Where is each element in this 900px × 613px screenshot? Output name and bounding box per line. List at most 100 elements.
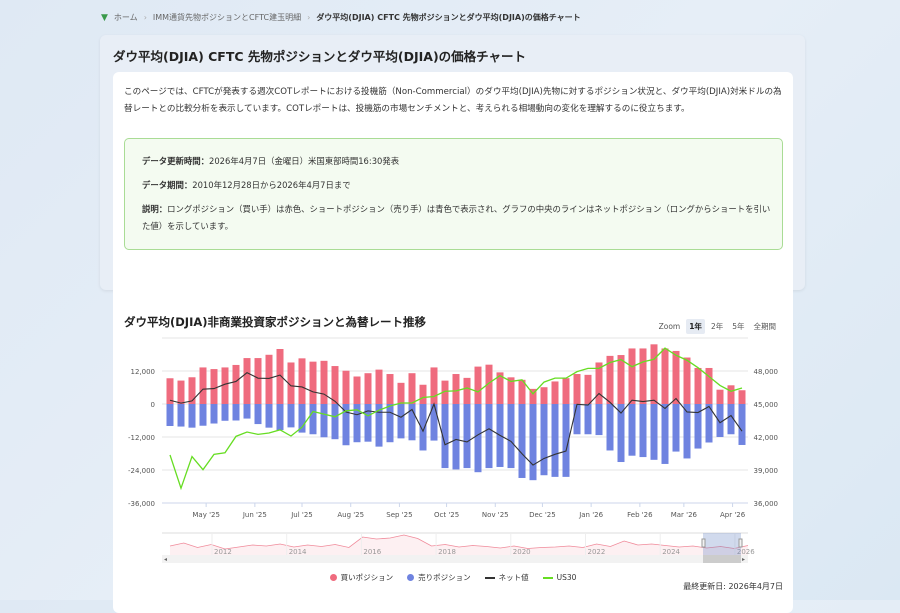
- zoom-2y-button[interactable]: 2年: [710, 322, 724, 331]
- short-bar: [617, 404, 625, 463]
- long-bar: [606, 355, 614, 404]
- short-bar: [716, 404, 724, 437]
- short-bar: [551, 404, 559, 477]
- description-row: 説明：ロングポジション（買い手）は赤色、ショートポジション（売り手）は青色で表示…: [142, 201, 772, 235]
- short-bar: [221, 404, 229, 421]
- long-bar: [694, 367, 702, 404]
- long-bar: [430, 367, 438, 404]
- long-bar: [738, 390, 746, 404]
- update-time-row: データ更新時間：2026年4月7日（金曜日）米国東部時間16:30発表: [142, 153, 772, 170]
- zoom-label: Zoom: [658, 322, 681, 331]
- navigator-year-label: 2012: [214, 548, 232, 556]
- long-bar: [727, 385, 735, 404]
- left-axis-tick: -24,000: [128, 467, 155, 475]
- navigator-selected-range: [703, 533, 741, 555]
- short-bar: [452, 404, 460, 470]
- navigator-year-label: 2020: [513, 548, 531, 556]
- breadcrumb-home[interactable]: ホーム: [113, 13, 138, 22]
- long-bar: [485, 364, 493, 404]
- navigator-year-label: 2016: [363, 548, 381, 556]
- breadcrumb-separator: ›: [143, 13, 147, 22]
- short-bar: [342, 404, 350, 446]
- short-bar: [518, 404, 526, 478]
- legend-net-label: ネット値: [498, 573, 529, 582]
- navigator-year-label: 2014: [289, 548, 307, 556]
- update-time-label: データ更新時間：: [142, 156, 209, 166]
- intro-text: このページでは、CFTCが発表する週次COTレポートにおける投機筋（Non-Co…: [124, 87, 782, 114]
- long-bar: [254, 358, 262, 404]
- navigator-right-handle[interactable]: [738, 538, 743, 548]
- short-bar: [562, 404, 570, 477]
- long-bar: [342, 370, 350, 404]
- breadcrumb-parent[interactable]: IMM通貨先物ポジションとCFTC建玉明細: [152, 13, 302, 22]
- short-bar: [386, 404, 394, 443]
- scroll-left-arrow-icon[interactable]: ◂: [164, 556, 167, 563]
- navigator-scrollbar-thumb[interactable]: [703, 555, 741, 563]
- legend-long-label: 買いポジション: [340, 573, 394, 582]
- legend-long-marker: [329, 574, 337, 581]
- update-time-value: 2026年4月7日（金曜日）米国東部時間16:30発表: [209, 156, 400, 166]
- long-bar: [243, 358, 251, 404]
- us30-line: [169, 347, 743, 491]
- long-bar: [683, 357, 691, 404]
- last-updated: 最終更新日: 2026年4月7日: [683, 582, 783, 591]
- short-bar: [419, 404, 427, 451]
- long-bar: [650, 344, 658, 404]
- data-period-label: データ期間：: [142, 180, 193, 190]
- short-bar: [166, 404, 174, 426]
- net-position-line: [169, 372, 743, 466]
- legend-us30[interactable]: US30: [542, 573, 576, 582]
- zoom-5y-button[interactable]: 5年: [732, 322, 745, 331]
- short-bar: [243, 404, 251, 419]
- long-bar: [287, 362, 295, 404]
- zoom-1y-button[interactable]: 1年: [686, 319, 705, 334]
- short-bar: [408, 404, 416, 441]
- legend-net-marker: [484, 576, 495, 579]
- long-bar: [177, 380, 185, 404]
- x-axis-tick: Dec '25: [529, 511, 556, 519]
- short-bar: [441, 404, 449, 469]
- zoom-all-button[interactable]: 全期間: [753, 322, 777, 331]
- navigator-left-handle[interactable]: [701, 538, 706, 548]
- short-bar: [287, 404, 295, 428]
- legend-short[interactable]: 売りポジション: [407, 572, 471, 583]
- short-bar: [595, 404, 603, 436]
- short-bar: [540, 404, 548, 476]
- short-bar: [650, 404, 658, 460]
- long-bar: [518, 379, 526, 404]
- scroll-right-arrow-icon[interactable]: ▸: [742, 556, 745, 563]
- short-bar: [364, 404, 372, 442]
- x-axis-tick: Oct '25: [434, 511, 459, 519]
- position-chart[interactable]: 12,000 0 -12,000 -24,000 -36,000 48,000 45,000…: [113, 330, 793, 575]
- short-bar: [210, 404, 218, 424]
- long-bar: [276, 349, 284, 404]
- right-axis-tick: 42,000: [754, 434, 779, 442]
- short-bar: [254, 404, 262, 425]
- short-bar: [309, 404, 317, 435]
- short-bar: [672, 404, 680, 452]
- short-bar: [276, 404, 284, 431]
- navigator-year-label: 2022: [588, 548, 606, 556]
- x-axis-tick: Nov '25: [482, 511, 509, 519]
- long-bar: [496, 372, 504, 404]
- navigator-line: [169, 534, 749, 550]
- long-bar: [452, 374, 460, 404]
- long-bar: [595, 362, 603, 404]
- long-bar: [507, 377, 515, 404]
- long-bar: [353, 376, 361, 404]
- right-axis-tick: 36,000: [754, 500, 779, 508]
- navigator-scrollbar-track[interactable]: [162, 555, 748, 563]
- long-bar: [617, 355, 625, 404]
- left-axis-tick: 12,000: [131, 368, 156, 376]
- long-bar: [562, 378, 570, 404]
- long-bar: [639, 348, 647, 404]
- short-bar: [485, 404, 493, 469]
- legend-net[interactable]: ネット値: [484, 572, 529, 583]
- long-bar: [188, 377, 196, 404]
- legend-us30-marker: [542, 576, 553, 579]
- home-icon: ▼: [101, 12, 108, 23]
- info-body: このページでは、CFTCが発表する週次COTレポートにおける投機筋（Non-Co…: [113, 72, 793, 315]
- legend-long[interactable]: 買いポジション: [329, 572, 394, 583]
- short-bar: [606, 404, 614, 451]
- page-title: ダウ平均(DJIA) CFTC 先物ポジションとダウ平均(DJIA)の価格チャー…: [113, 49, 527, 64]
